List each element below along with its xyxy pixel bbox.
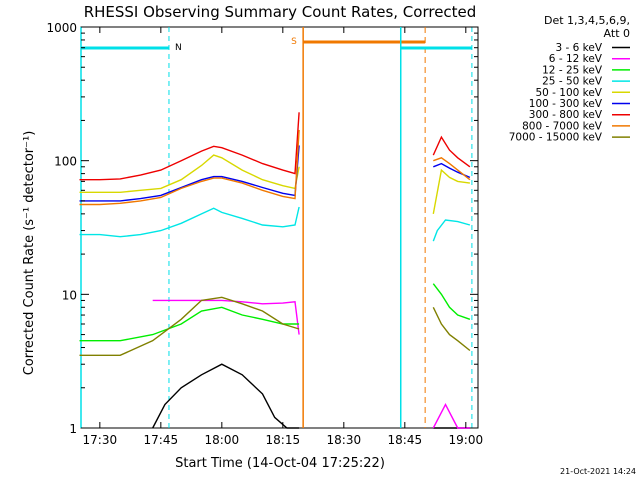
legend-label-2: 6 - 12 keV xyxy=(549,53,603,65)
legend-header-line-1: Det 1,3,4,5,6,9, xyxy=(544,14,630,27)
legend-label-1: 3 - 6 keV xyxy=(555,42,602,54)
legend-label-5: 50 - 100 keV xyxy=(535,87,602,99)
series-line-7 xyxy=(79,112,471,181)
x-tick-label-1: 17:45 xyxy=(144,433,179,447)
y-axis-label: Corrected Count Rate (s⁻¹ detector⁻¹) xyxy=(22,131,37,376)
y-tick-label-3: 1000 xyxy=(46,21,77,35)
legend-label-3: 12 - 25 keV xyxy=(542,64,603,76)
x-tick-label-4: 18:30 xyxy=(327,433,362,447)
plot-frame xyxy=(80,26,479,429)
interval-markers: NS xyxy=(80,27,473,428)
x-tick-label-2: 18:00 xyxy=(205,433,240,447)
x-tick-label-6: 19:00 xyxy=(449,433,484,447)
series-line-8 xyxy=(79,129,471,206)
plot-area xyxy=(80,26,479,429)
night-label: N xyxy=(175,43,182,53)
legend-label-7: 300 - 800 keV xyxy=(529,109,603,121)
y-tick-label-1: 10 xyxy=(62,288,77,302)
x-axis-label: Start Time (14-Oct-04 17:25:22) xyxy=(175,456,385,471)
x-tick-label-5: 18:45 xyxy=(388,433,423,447)
x-tick-label-3: 18:15 xyxy=(266,433,301,447)
legend-label-4: 25 - 50 keV xyxy=(542,76,603,88)
y-tick-label-2: 100 xyxy=(54,155,77,169)
series-lines xyxy=(79,112,471,429)
series-line-4 xyxy=(79,206,471,242)
series-line-3 xyxy=(79,283,471,342)
axes: 17:30 17:45 18:00 18:15 18:30 18:45 19:00 1 10 10… xyxy=(46,21,483,447)
legend-label-8: 800 - 7000 keV xyxy=(522,120,603,132)
chart-title: RHESSI Observing Summary Count Rates, Co… xyxy=(84,3,477,21)
y-tick-label-0: 1 xyxy=(69,422,77,436)
series-line-9 xyxy=(79,296,471,356)
saa-label: S xyxy=(291,37,297,47)
series-line-5 xyxy=(79,154,470,215)
legend-label-6: 100 - 300 keV xyxy=(529,98,603,110)
footer-date: 21-Oct-2021 14:24 xyxy=(560,467,636,476)
legend-label-9: 7000 - 15000 keV xyxy=(509,132,603,144)
x-tick-label-0: 17:30 xyxy=(83,433,118,447)
legend-header-line-2: Att 0 xyxy=(604,27,630,40)
